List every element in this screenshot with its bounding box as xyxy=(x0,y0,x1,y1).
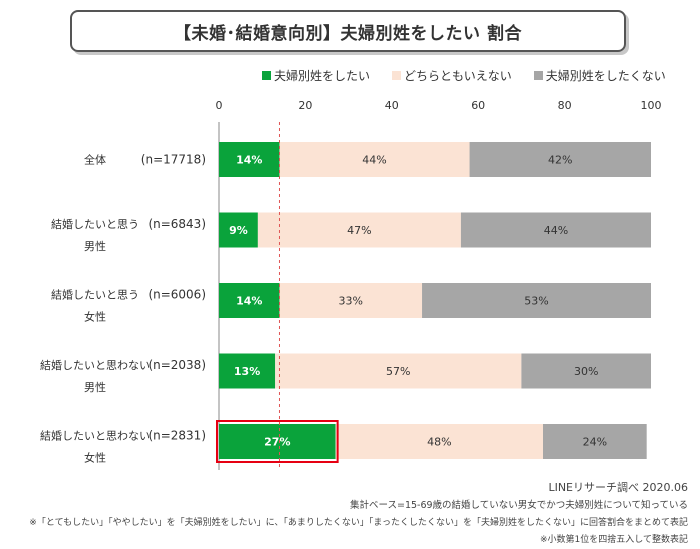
category-n-0: (n=17718) xyxy=(141,153,206,167)
data-label-0-2: 42% xyxy=(548,154,572,167)
legend-item-not-want: 夫婦別姓をしたくない xyxy=(533,67,666,84)
bar-segment-4-2 xyxy=(543,424,647,459)
bar-segment-1-0 xyxy=(219,212,258,248)
data-label-2-0: 14% xyxy=(236,295,262,308)
chart-title-text: 【未婚･結婚意向別】夫婦別姓をしたい 割合 xyxy=(174,23,522,44)
highlight-box xyxy=(216,420,339,463)
bar-segment-2-0 xyxy=(219,283,280,318)
x-tick-label-0: 0 xyxy=(216,99,223,112)
category-label-1: 結婚したいと思う xyxy=(51,217,139,231)
legend-label-want: 夫婦別姓をしたい xyxy=(274,69,371,83)
category-sublabel-2: 女性 xyxy=(84,310,106,324)
category-n-3: (n=2038) xyxy=(148,358,206,372)
x-tick-label-100: 100 xyxy=(641,99,662,112)
category-label-2: 結婚したいと思う xyxy=(51,288,139,302)
legend-item-neutral: どちらともいえない xyxy=(392,67,512,84)
bar-segment-3-0 xyxy=(219,353,276,389)
category-n-1: (n=6843) xyxy=(148,217,206,231)
x-tick-label-20: 20 xyxy=(298,99,312,112)
data-label-2-2: 53% xyxy=(524,295,548,308)
bar-segment-1-1 xyxy=(257,212,461,248)
x-tick-label-40: 40 xyxy=(385,99,399,112)
category-n-4: (n=2831) xyxy=(148,429,206,443)
bar-segment-0-0 xyxy=(219,142,280,177)
bar-segment-2-1 xyxy=(279,283,423,318)
legend-label-not-want: 夫婦別姓をしたくない xyxy=(545,69,666,83)
footer-note-1: ※「とてもしたい」「ややしたい」を「夫婦別姓をしたい」に、「あまりしたくない」「… xyxy=(29,518,688,528)
stacked-bar-chart: 0 20 40 60 80 100 14% 44% 42% 全体 (n=17718) 9% 47% 44%… xyxy=(40,99,662,470)
data-label-4-2: 24% xyxy=(583,436,607,449)
data-label-0-0: 14% xyxy=(236,154,262,167)
chart-title: 【未婚･結婚意向別】夫婦別姓をしたい 割合 xyxy=(70,10,626,52)
legend: 夫婦別姓をしたい どちらともいえない 夫婦別姓をしたくない xyxy=(262,67,666,84)
x-tick-label-60: 60 xyxy=(471,99,485,112)
data-label-3-2: 30% xyxy=(574,365,598,378)
category-sublabel-3: 男性 xyxy=(84,380,106,394)
data-label-1-2: 44% xyxy=(544,224,568,237)
data-label-4-1: 48% xyxy=(427,436,451,449)
footer-note-2: ※小数第1位を四捨五入して整数表記 xyxy=(540,535,688,545)
footer-source: LINEリサーチ調べ 2020.06 xyxy=(548,481,688,494)
bar-segment-0-2 xyxy=(469,142,651,177)
footer-base: 集計ベース=15-69歳の結婚していない男女でかつ夫婦別姓について知っている xyxy=(349,500,688,511)
data-label-3-0: 13% xyxy=(234,365,260,378)
bar-segment-3-1 xyxy=(275,353,522,389)
bar-segment-1-2 xyxy=(460,212,651,248)
category-label-0: 全体 xyxy=(84,153,106,167)
category-n-2: (n=6006) xyxy=(148,288,206,302)
data-label-1-1: 47% xyxy=(347,224,371,237)
category-sublabel-4: 女性 xyxy=(84,451,106,465)
bar-segment-0-1 xyxy=(279,142,470,177)
category-sublabel-1: 男性 xyxy=(84,239,106,253)
category-label-4: 結婚したいと思わない xyxy=(40,429,150,443)
legend-swatch-want xyxy=(262,71,271,80)
legend-swatch-not-want xyxy=(533,71,543,80)
bar-segment-3-2 xyxy=(521,353,651,389)
legend-item-want: 夫婦別姓をしたい xyxy=(262,67,370,84)
legend-label-neutral: どちらともいえない xyxy=(404,69,512,83)
bar-segment-4-1 xyxy=(335,424,543,459)
bar-segment-4-0 xyxy=(219,424,336,459)
legend-swatch-neutral xyxy=(392,71,402,80)
data-label-0-1: 44% xyxy=(362,154,386,167)
category-label-3: 結婚したいと思わない xyxy=(40,358,150,372)
bar-segment-2-2 xyxy=(422,283,651,318)
x-tick-label-80: 80 xyxy=(558,99,572,112)
data-label-2-1: 33% xyxy=(339,295,363,308)
data-label-3-1: 57% xyxy=(386,365,410,378)
data-label-4-0: 27% xyxy=(264,436,290,449)
data-label-1-0: 9% xyxy=(229,224,248,237)
